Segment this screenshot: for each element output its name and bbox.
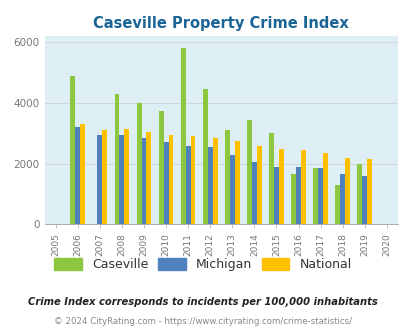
Bar xyxy=(180,49,185,224)
Bar xyxy=(146,132,151,224)
Bar xyxy=(361,176,366,224)
Bar xyxy=(339,174,344,224)
Title: Caseville Property Crime Index: Caseville Property Crime Index xyxy=(93,16,348,31)
Bar xyxy=(212,138,217,224)
Text: © 2024 CityRating.com - https://www.cityrating.com/crime-statistics/: © 2024 CityRating.com - https://www.city… xyxy=(54,317,351,326)
Bar xyxy=(229,155,234,224)
Bar xyxy=(70,76,75,224)
Bar xyxy=(141,138,146,224)
Bar xyxy=(168,135,173,224)
Bar xyxy=(185,146,190,224)
Bar xyxy=(344,158,349,224)
Bar xyxy=(124,129,129,224)
Bar xyxy=(224,130,229,224)
Bar xyxy=(300,150,305,224)
Bar xyxy=(202,89,207,224)
Bar xyxy=(190,136,195,224)
Bar xyxy=(80,124,85,224)
Bar xyxy=(322,153,327,224)
Legend: Caseville, Michigan, National: Caseville, Michigan, National xyxy=(49,253,356,276)
Bar xyxy=(295,167,300,224)
Bar xyxy=(75,127,80,224)
Bar xyxy=(273,167,278,224)
Bar xyxy=(290,174,295,224)
Text: Crime Index corresponds to incidents per 100,000 inhabitants: Crime Index corresponds to incidents per… xyxy=(28,297,377,307)
Bar xyxy=(234,141,239,224)
Bar xyxy=(97,135,102,224)
Bar xyxy=(335,185,339,224)
Bar xyxy=(114,94,119,224)
Bar xyxy=(269,133,273,224)
Bar xyxy=(278,148,283,224)
Bar xyxy=(252,162,256,224)
Bar xyxy=(356,164,361,224)
Bar xyxy=(207,147,212,224)
Bar xyxy=(318,168,322,224)
Bar xyxy=(102,130,107,224)
Bar xyxy=(366,159,371,224)
Bar xyxy=(163,143,168,224)
Bar xyxy=(313,168,318,224)
Bar xyxy=(158,111,163,224)
Bar xyxy=(256,146,261,224)
Bar xyxy=(136,103,141,224)
Bar xyxy=(247,120,252,224)
Bar xyxy=(119,135,124,224)
